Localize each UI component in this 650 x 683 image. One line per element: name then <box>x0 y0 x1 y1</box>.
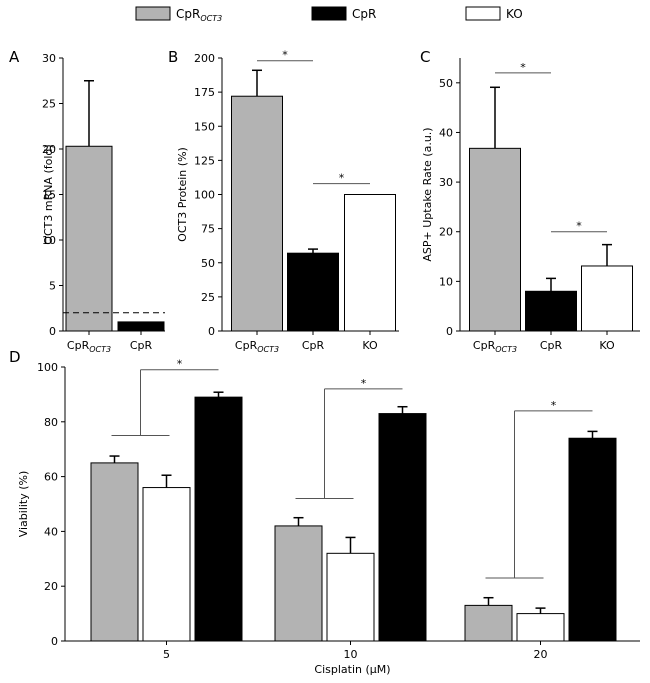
panel-c-ylabel: ASP+ Uptake Rate (a.u.) <box>421 127 434 261</box>
panel-d-bar-0-2 <box>194 396 243 642</box>
legend-swatch-2 <box>465 6 501 21</box>
panel-c-sig-star-1: * <box>576 220 582 233</box>
panel-d-xlabel: Cisplatin (µM) <box>314 663 390 676</box>
panel-c-ytick-label-2: 20 <box>439 226 453 239</box>
panel-d-ytick-label-1: 20 <box>44 580 58 593</box>
panel-a-ytick-label-6: 30 <box>42 52 56 65</box>
chart-panel-a: 0 5 10 15 20 25 30 OCT3 mRNA (fold) CpROCT3 CpR <box>42 52 165 354</box>
panel-a-ytick-label-1: 5 <box>49 280 56 293</box>
panel-label-a: A <box>9 48 20 66</box>
panel-c-ytick-label-3: 30 <box>439 176 453 189</box>
panel-c-xtick-label-1: CpR <box>540 339 563 352</box>
panel-c-ytick-label-0: 0 <box>446 325 453 338</box>
panel-c-bar-2 <box>581 265 633 332</box>
panel-label-d: D <box>9 348 21 366</box>
panel-b-ytick-label-8: 200 <box>194 52 215 65</box>
panel-d-bar-2-0 <box>464 604 513 642</box>
panel-d-ytick-label-4: 80 <box>44 416 58 429</box>
panel-d-sig-star-2: * <box>551 399 557 412</box>
chart-panel-d: 0 20 40 60 80 100 Viability (%) 5 * 10 * 20 * Cisplat… <box>17 358 640 676</box>
panel-b-xtick-label-1: CpR <box>302 339 325 352</box>
panel-b-ytick-label-0: 0 <box>208 325 215 338</box>
panel-d-ytick-label-3: 60 <box>44 471 58 484</box>
panel-a-ytick-label-0: 0 <box>49 325 56 338</box>
panel-c-sig-star-0: * <box>520 61 526 74</box>
panel-b-ytick-label-1: 25 <box>201 291 215 304</box>
panel-label-c: C <box>420 48 430 66</box>
chart-panel-b: 0 25 50 75 100 125 150 175 200 OCT3 Protein (%) Cp… <box>176 49 399 354</box>
panel-a-bar-1 <box>117 321 165 332</box>
panel-b-ytick-label-7: 175 <box>194 86 215 99</box>
panel-c-ytick-label-1: 10 <box>439 275 453 288</box>
legend-label-2: KO <box>506 7 523 21</box>
panel-d-sig-star-0: * <box>177 358 183 371</box>
panel-label-b: B <box>168 48 178 66</box>
panel-b-ytick-label-5: 125 <box>194 154 215 167</box>
panel-a-ytick-label-4: 20 <box>42 143 56 156</box>
panel-b-xtick-label-2: KO <box>362 339 378 352</box>
panel-c-ytick-label-5: 50 <box>439 77 453 90</box>
panel-a-ytick-label-3: 15 <box>42 189 56 202</box>
panel-d-xtick-label-2: 20 <box>534 648 548 661</box>
panel-d-ylabel: Viability (%) <box>17 471 30 538</box>
panel-d-ytick-label-2: 40 <box>44 525 58 538</box>
panel-a-ytick-label-5: 25 <box>42 98 56 111</box>
panel-b-ytick-label-6: 150 <box>194 120 215 133</box>
panel-d-bar-1-2 <box>378 413 427 642</box>
panel-d-bar-1-0 <box>274 525 323 642</box>
panel-a-xtick-label-1: CpR <box>130 339 153 352</box>
panel-d-ytick-label-5: 100 <box>37 361 58 374</box>
panel-c-bar-0 <box>469 147 521 332</box>
panel-d-bar-0-1 <box>142 487 191 642</box>
panel-b-ylabel: OCT3 Protein (%) <box>176 147 189 242</box>
panel-d-xtick-label-0: 5 <box>163 648 170 661</box>
panel-c-xtick-label-2: KO <box>599 339 615 352</box>
legend-swatch-0 <box>135 6 171 21</box>
chart-panel-c: 0 10 20 30 40 50 ASP+ Uptake Rate (a.u.) CpROCT… <box>421 58 640 354</box>
panel-c-bar-1 <box>525 290 577 332</box>
panel-b-bar-0 <box>231 95 283 332</box>
panel-a-ytick-label-2: 10 <box>42 234 56 247</box>
panel-d-bar-1-1 <box>326 552 375 642</box>
panel-b-ytick-label-4: 100 <box>194 189 215 202</box>
panel-c-xtick-label-0: CpROCT3 <box>473 339 517 354</box>
legend-swatch-1 <box>311 6 347 21</box>
panel-a-xtick-label-0: CpROCT3 <box>67 339 111 354</box>
legend-label-1: CpR <box>352 7 376 21</box>
panel-d-bar-2-2 <box>568 437 617 642</box>
panel-d-xtick-label-1: 10 <box>344 648 358 661</box>
panel-d-sig-star-1: * <box>361 377 367 390</box>
panel-b-bar-1 <box>287 252 339 332</box>
legend-label-0: CpROCT3 <box>176 7 222 23</box>
panel-a-ylabel: OCT3 mRNA (fold) <box>42 144 55 244</box>
panel-b-ytick-label-3: 75 <box>201 223 215 236</box>
panel-d-bar-2-1 <box>516 613 565 642</box>
panel-b-xtick-label-0: CpROCT3 <box>235 339 279 354</box>
panel-b-sig-star-0: * <box>282 49 288 62</box>
panel-b-bar-2 <box>344 194 396 332</box>
legend: CpROCT3 CpR KO <box>135 6 523 23</box>
panel-d-ytick-label-0: 0 <box>51 635 58 648</box>
panel-c-ytick-label-4: 40 <box>439 126 453 139</box>
panel-b-ytick-label-2: 50 <box>201 257 215 270</box>
panel-b-sig-star-1: * <box>339 172 345 185</box>
panel-a-bar-0 <box>65 145 113 332</box>
panel-d-bar-0-0 <box>90 462 139 642</box>
